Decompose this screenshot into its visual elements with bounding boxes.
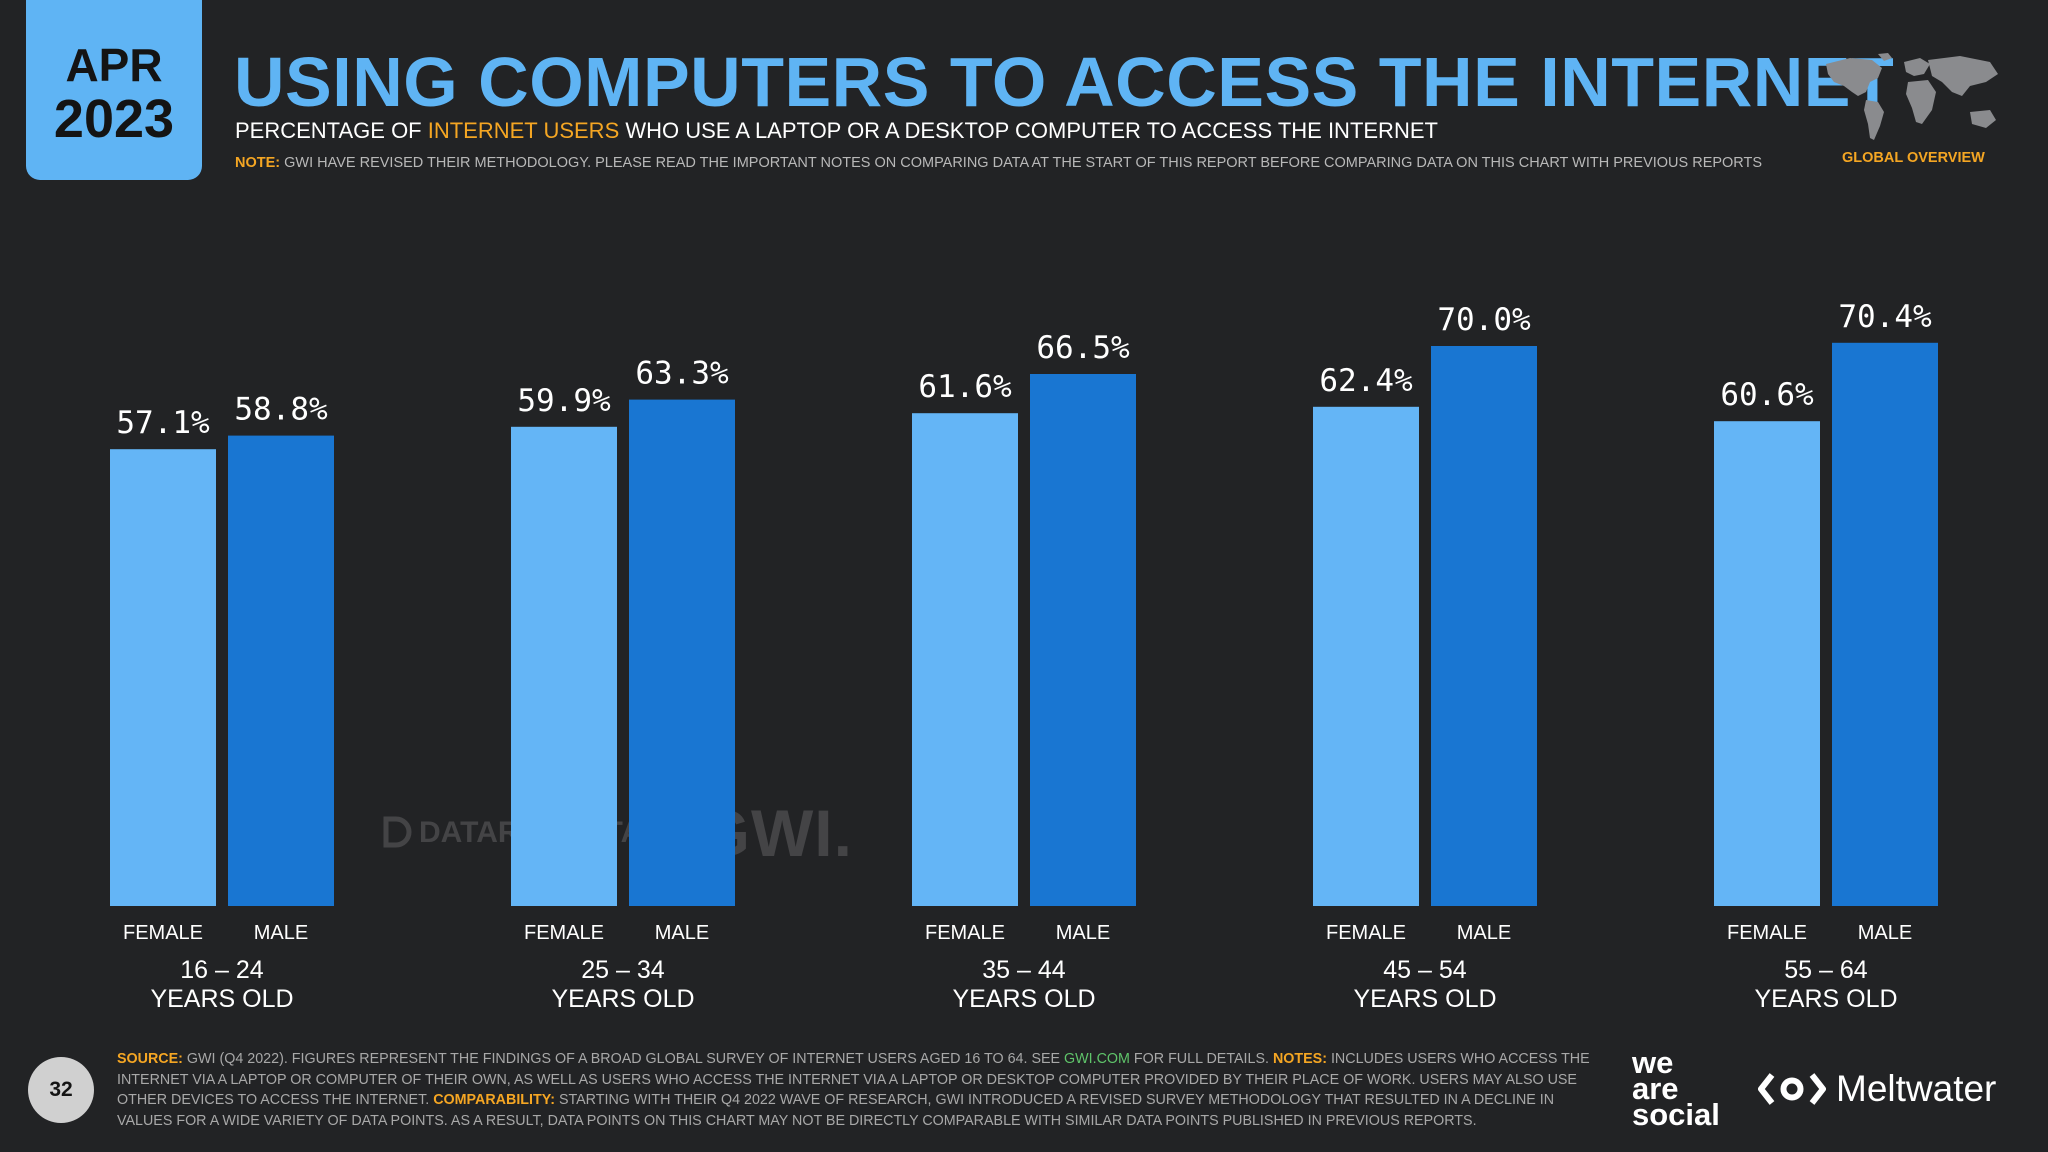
series-label-female-4: FEMALE — [1326, 922, 1406, 944]
subtitle-pre: PERCENTAGE OF — [235, 118, 428, 143]
we-are-social-logo: we are social — [1632, 1045, 1720, 1132]
series-label-male-2: MALE — [655, 922, 709, 944]
bar-female-4 — [1313, 406, 1419, 906]
data-label-male-3: 66.5% — [1036, 330, 1130, 366]
methodology-note: NOTE: GWI HAVE REVISED THEIR METHODOLOGY… — [235, 155, 1762, 171]
bar-female-5 — [1714, 421, 1820, 906]
bar-female-2 — [511, 426, 617, 906]
series-label-female-3: FEMALE — [925, 922, 1005, 944]
data-label-female-4: 62.4% — [1319, 363, 1413, 399]
subtitle-highlight: INTERNET USERS — [427, 118, 620, 143]
date-badge: APR 2023 — [26, 0, 202, 180]
data-label-female-3: 61.6% — [918, 369, 1012, 405]
source-label: SOURCE: — [117, 1051, 183, 1067]
meltwater-icon — [1758, 1073, 1826, 1105]
series-label-female-2: FEMALE — [524, 922, 604, 944]
notes-text: INCLUDES USERS WHO ACCESS THE INTERNET V… — [117, 1051, 1590, 1108]
source-text-2: FOR FULL DETAILS. — [1129, 1051, 1273, 1067]
bar-male-4 — [1431, 346, 1537, 906]
note-label: NOTE: — [235, 155, 281, 171]
data-label-male-4: 70.0% — [1437, 302, 1531, 338]
category-sub-4: YEARS OLD — [1353, 985, 1496, 1013]
region-label: GLOBAL OVERVIEW — [1842, 150, 1985, 166]
series-label-male-1: MALE — [254, 922, 308, 944]
was-line-1: we — [1632, 1045, 1674, 1080]
bar-male-2 — [629, 399, 735, 906]
note-text: GWI HAVE REVISED THEIR METHODOLOGY. PLEA… — [280, 155, 1763, 171]
chart-subtitle: PERCENTAGE OF INTERNET USERS WHO USE A L… — [235, 118, 1438, 144]
data-label-female-5: 60.6% — [1720, 377, 1814, 413]
bar-male-3 — [1030, 374, 1136, 906]
datareportal-icon — [383, 816, 412, 848]
meltwater-logo: Meltwater — [1758, 1068, 1996, 1110]
bar-female-1 — [110, 449, 216, 906]
series-label-male-3: MALE — [1056, 922, 1110, 944]
category-range-4: 45 – 54 — [1383, 956, 1467, 984]
data-label-male-2: 63.3% — [635, 356, 729, 392]
comparability-label: COMPARABILITY: — [433, 1092, 555, 1108]
source-link[interactable]: GWI.COM — [1064, 1051, 1130, 1067]
series-label-female-1: FEMALE — [123, 922, 203, 944]
notes-label: NOTES: — [1272, 1051, 1327, 1067]
bar-female-3 — [912, 413, 1018, 906]
was-line-2: are — [1632, 1071, 1679, 1106]
series-label-female-5: FEMALE — [1727, 922, 1807, 944]
world-map-icon — [1826, 53, 1998, 140]
category-sub-1: YEARS OLD — [150, 985, 293, 1013]
subtitle-post: WHO USE A LAPTOP OR A DESKTOP COMPUTER T… — [619, 118, 1438, 143]
data-label-female-1: 57.1% — [116, 405, 210, 441]
category-range-2: 25 – 34 — [581, 956, 665, 984]
category-range-3: 35 – 44 — [982, 956, 1066, 984]
bar-male-5 — [1832, 342, 1938, 906]
category-sub-5: YEARS OLD — [1754, 985, 1897, 1013]
category-sub-2: YEARS OLD — [551, 985, 694, 1013]
data-label-male-5: 70.4% — [1838, 299, 1932, 335]
bar-male-1 — [228, 435, 334, 906]
series-label-male-5: MALE — [1858, 922, 1912, 944]
date-month: APR — [65, 39, 163, 91]
series-label-male-4: MALE — [1457, 922, 1511, 944]
date-year: 2023 — [53, 89, 175, 149]
data-label-male-1: 58.8% — [234, 392, 328, 428]
page-number: 32 — [28, 1057, 94, 1123]
source-text: GWI (Q4 2022). FIGURES REPRESENT THE FIN… — [182, 1051, 1065, 1067]
comparability-text: STARTING WITH THEIR Q4 2022 WAVE OF RESE… — [117, 1092, 1555, 1129]
source-notes: SOURCE: GWI (Q4 2022). FIGURES REPRESENT… — [117, 1049, 1597, 1131]
was-line-3: social — [1632, 1097, 1720, 1132]
category-range-1: 16 – 24 — [180, 956, 264, 984]
data-label-female-2: 59.9% — [517, 383, 611, 419]
category-range-5: 55 – 64 — [1784, 956, 1868, 984]
meltwater-text: Meltwater — [1836, 1068, 1997, 1109]
page-title: USING COMPUTERS TO ACCESS THE INTERNET — [234, 43, 1895, 121]
category-sub-3: YEARS OLD — [952, 985, 1095, 1013]
